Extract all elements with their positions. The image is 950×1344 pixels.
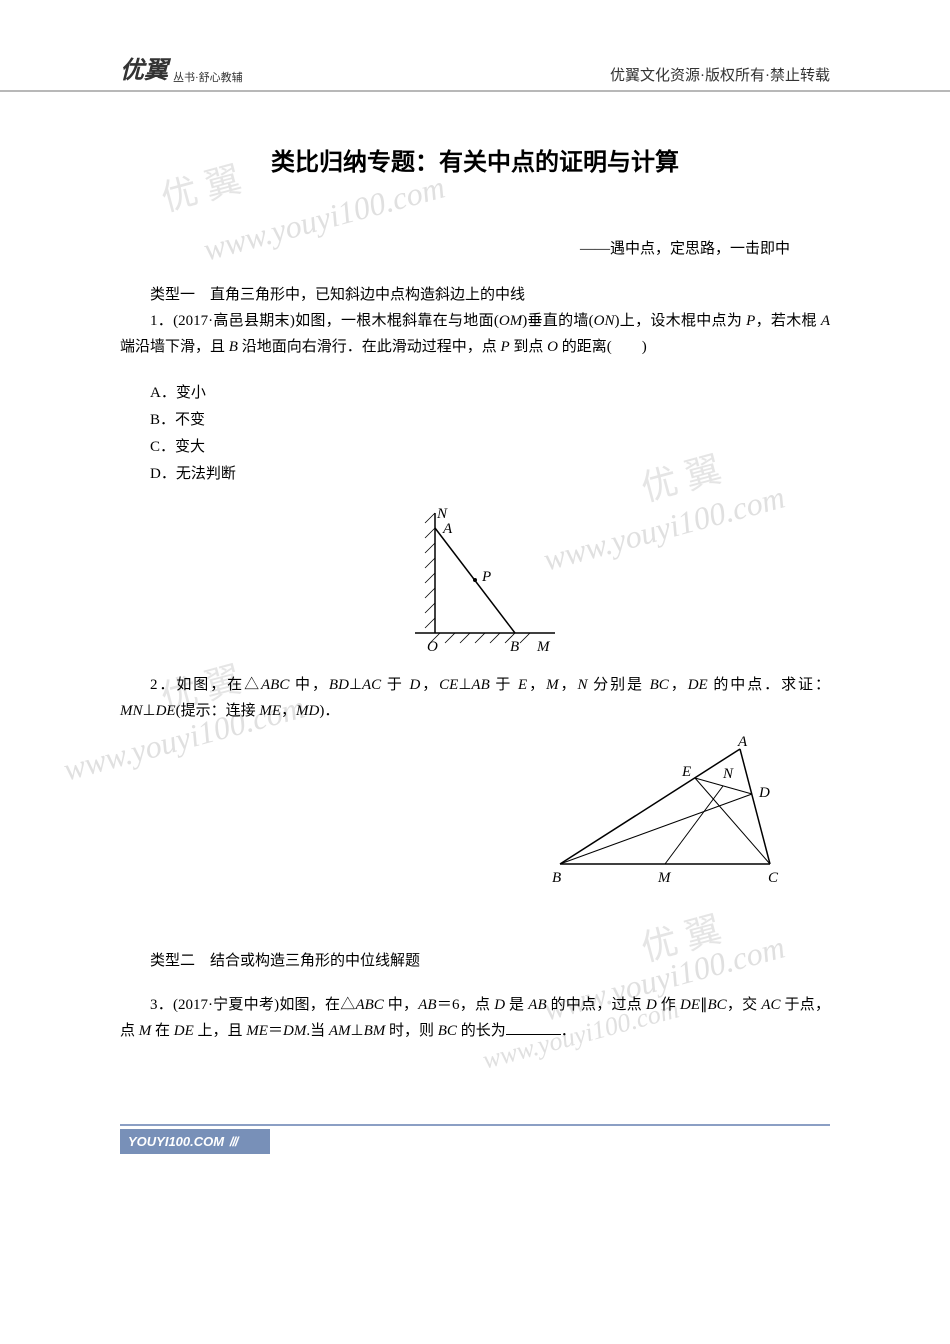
problem-2-text: 2．如图，在△ABC 中，BD⊥AC 于 D，CE⊥AB 于 E，M，N 分别是… [120, 673, 830, 724]
page-header: 优翼 丛书·舒心教辅 优翼文化资源·版权所有·禁止转载 [0, 0, 950, 92]
figure2-label-C: C [768, 870, 779, 884]
figure2-label-D: D [758, 785, 770, 801]
figure1-label-N: N [436, 506, 448, 522]
options-list: A．变小 B．不变 C．变大 D．无法判断 [150, 380, 830, 488]
page-footer: YOUYI100.COM /// [120, 1124, 830, 1154]
subtitle: ——遇中点，定思路，一击即中 [120, 237, 830, 258]
figure1-label-P: P [481, 569, 491, 585]
option-c: C．变大 [150, 434, 830, 461]
figure2-label-A: A [737, 734, 748, 750]
logo-sub: 丛书·舒心教辅 [173, 69, 243, 85]
header-copyright: 优翼文化资源·版权所有·禁止转载 [610, 64, 830, 85]
problem-1-text: 1．(2017·高邑县期末)如图，一根木棍斜靠在与地面(OM)垂直的墙(ON)上… [120, 309, 830, 360]
figure2-label-B: B [552, 870, 561, 884]
option-b: B．不变 [150, 407, 830, 434]
logo-main: 优翼 [120, 50, 168, 85]
figure1-label-M: M [536, 639, 551, 655]
figure1-label-B: B [510, 639, 519, 655]
option-d: D．无法判断 [150, 461, 830, 488]
figure-1: N A P O B M [120, 503, 830, 663]
section-type-1: 类型一 直角三角形中，已知斜边中点构造斜边上的中线 [120, 283, 830, 304]
section-type-2: 类型二 结合或构造三角形的中位线解题 [120, 949, 830, 970]
footer-url: YOUYI100.COM /// [120, 1129, 270, 1154]
figure1-label-O: O [427, 639, 438, 655]
figure-2: A E N D B M C [120, 734, 790, 889]
figure2-label-N: N [722, 766, 734, 782]
figure1-label-A: A [442, 521, 453, 537]
logo-section: 优翼 丛书·舒心教辅 [120, 50, 243, 85]
option-a: A．变小 [150, 380, 830, 407]
main-title: 类比归纳专题：有关中点的证明与计算 [120, 142, 830, 177]
figure2-label-M: M [657, 870, 672, 884]
figure2-label-E: E [681, 764, 691, 780]
problem-3-text: 3．(2017·宁夏中考)如图，在△ABC 中，AB＝6，点 D 是 AB 的中… [120, 993, 830, 1044]
